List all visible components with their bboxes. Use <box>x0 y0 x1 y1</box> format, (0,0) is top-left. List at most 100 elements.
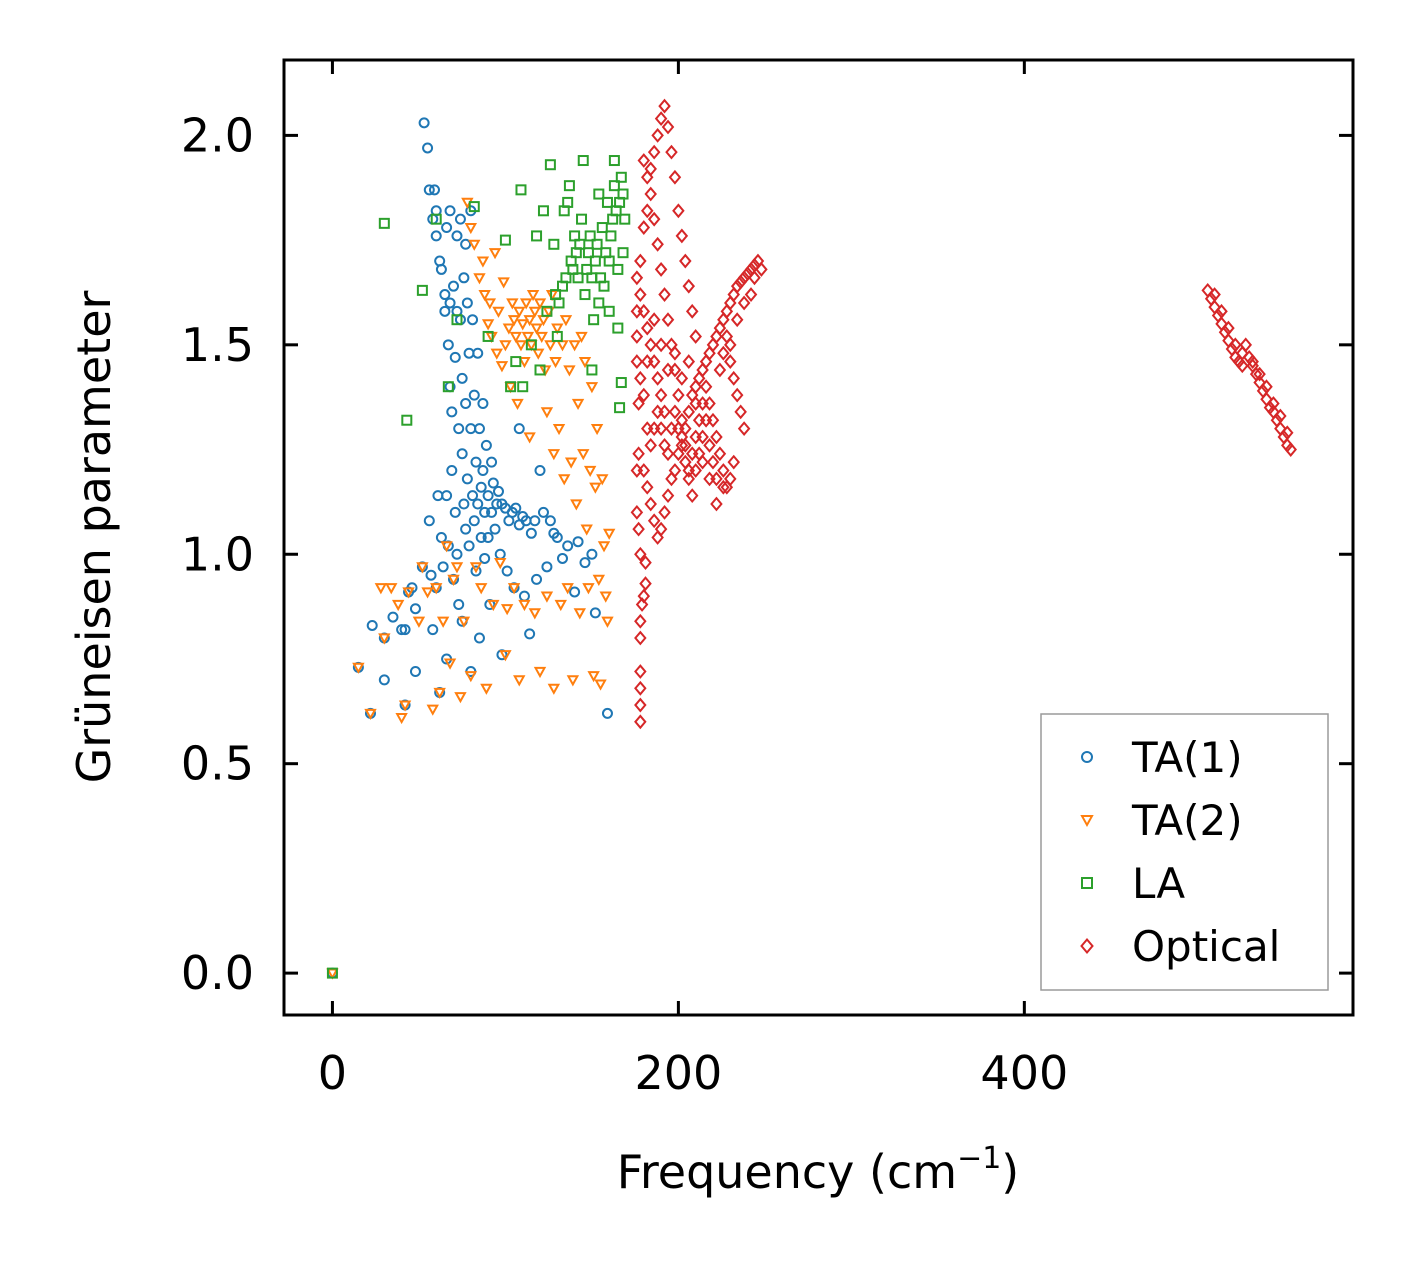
data-point <box>1229 349 1242 365</box>
data-point <box>558 474 571 486</box>
data-point <box>675 370 689 386</box>
data-point <box>551 323 564 335</box>
data-point <box>482 330 494 342</box>
data-point <box>672 387 685 403</box>
data-point <box>553 297 565 309</box>
data-point <box>460 238 472 250</box>
data-point <box>713 362 727 378</box>
data-markers <box>326 98 1297 980</box>
data-point <box>504 382 517 394</box>
data-point <box>574 238 586 250</box>
data-point <box>513 423 525 435</box>
data-point <box>577 449 590 461</box>
data-point <box>603 255 615 267</box>
data-point <box>647 354 661 369</box>
data-point <box>582 247 594 259</box>
data-point <box>682 278 696 294</box>
plot-frame <box>282 58 1355 1017</box>
data-point <box>490 348 503 360</box>
data-point <box>679 253 692 269</box>
data-point <box>734 274 747 290</box>
data-point <box>630 504 644 520</box>
data-point <box>661 446 675 462</box>
data-point <box>730 312 744 328</box>
data-point <box>449 351 461 363</box>
data-point <box>572 272 584 284</box>
data-point <box>435 532 447 543</box>
data-point <box>689 379 702 395</box>
data-point <box>654 262 668 277</box>
data-point <box>441 490 453 502</box>
data-point <box>651 236 664 252</box>
data-point <box>727 454 741 470</box>
data-point <box>640 421 654 436</box>
data-point <box>634 714 647 730</box>
data-point <box>559 315 573 327</box>
data-point <box>614 402 626 414</box>
data-point <box>526 289 540 302</box>
data-point <box>751 253 765 269</box>
data-point <box>447 574 460 586</box>
legend-marker <box>1080 937 1094 955</box>
data-point <box>507 583 521 595</box>
data-point <box>472 347 484 359</box>
data-point <box>453 423 465 435</box>
data-point <box>578 356 592 369</box>
data-point <box>391 599 405 612</box>
data-point <box>1260 391 1273 407</box>
data-point <box>1263 400 1277 416</box>
data-point <box>1274 421 1287 436</box>
data-point <box>523 432 536 444</box>
data-point <box>591 238 603 250</box>
data-point <box>634 287 647 302</box>
data-point <box>491 498 503 510</box>
data-point <box>451 230 463 242</box>
data-point <box>537 205 549 217</box>
data-point <box>665 421 678 436</box>
data-point <box>479 506 491 518</box>
data-point <box>703 345 716 361</box>
data-point <box>640 320 654 336</box>
data-point <box>533 298 547 310</box>
data-point <box>651 370 664 386</box>
data-point <box>513 306 526 318</box>
data-point <box>401 414 413 426</box>
data-point <box>472 498 484 510</box>
y-tick-label: 0.0 <box>181 946 254 1000</box>
data-point <box>601 616 614 628</box>
data-point <box>534 464 546 476</box>
data-point <box>724 337 737 353</box>
data-point <box>1281 425 1294 441</box>
data-point <box>634 680 647 696</box>
data-point <box>468 389 480 401</box>
data-point <box>531 573 543 585</box>
data-point <box>1222 320 1235 336</box>
data-point <box>573 608 586 620</box>
data-point <box>433 687 446 700</box>
data-point <box>679 437 692 453</box>
data-point <box>637 588 651 604</box>
data-point <box>1215 316 1228 332</box>
data-point <box>692 446 706 462</box>
data-point <box>1208 299 1221 315</box>
data-point <box>1225 341 1239 357</box>
data-point <box>661 488 675 504</box>
data-point <box>352 662 365 674</box>
data-point <box>1267 396 1280 411</box>
data-point <box>651 404 664 420</box>
data-point <box>603 305 615 317</box>
data-point <box>461 297 473 309</box>
data-point <box>1249 366 1263 382</box>
data-point <box>585 382 599 394</box>
data-point <box>647 421 661 436</box>
data-point <box>378 633 391 645</box>
data-point <box>409 603 421 615</box>
data-point <box>560 272 572 284</box>
data-point <box>525 339 537 351</box>
data-point <box>326 967 338 979</box>
data-point <box>569 586 581 598</box>
data-point <box>544 515 556 527</box>
data-point <box>737 295 751 311</box>
data-point <box>644 437 657 453</box>
data-point <box>730 278 744 294</box>
